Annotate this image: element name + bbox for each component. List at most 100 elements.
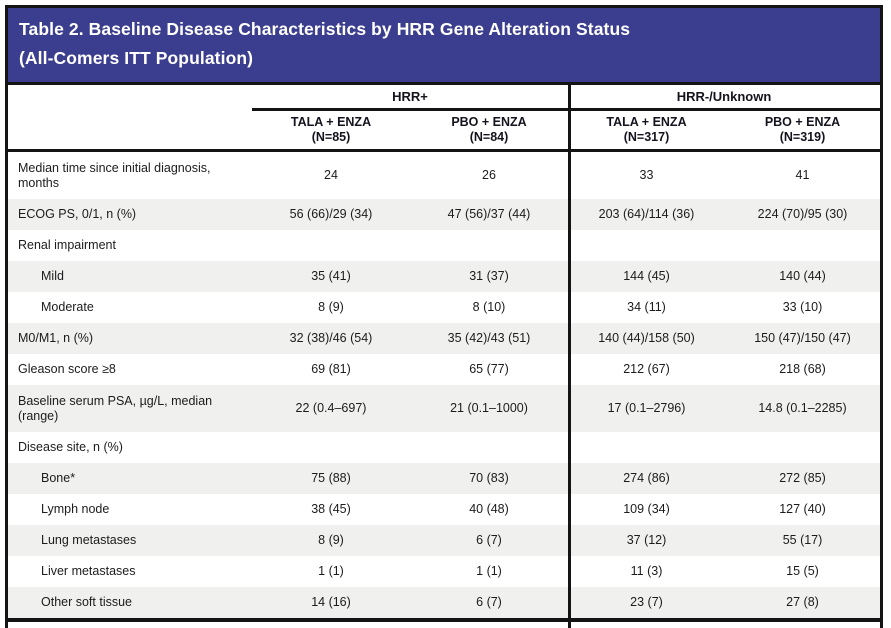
arm-n: (N=317) (623, 130, 670, 144)
row-label: Disease site, n (%) (18, 440, 123, 454)
table-row-ecog-ps: ECOG PS, 0/1, n (%) 56 (66)/29 (34) 47 (… (8, 199, 880, 230)
arm-n: (N=319) (779, 130, 826, 144)
table-row-baseline-psa: Baseline serum PSA, µg/L, median (range)… (8, 385, 880, 432)
row-value: 17 (0.1–2796) (607, 401, 686, 415)
column-header-row: TALA + ENZA (N=85) PBO + ENZA (N=84) TAL… (8, 111, 880, 152)
table-row-gleason-score: Gleason score ≥8 69 (81) 65 (77) 212 (67… (8, 354, 880, 385)
arm-label: PBO + ENZA (451, 115, 527, 129)
row-label: Other soft tissue (41, 595, 133, 609)
column-header-tala-enza-hrrneg: TALA + ENZA (N=317) (568, 111, 725, 149)
group-divider-line (568, 85, 571, 628)
row-value: 14 (16) (311, 595, 351, 609)
row-value: 32 (38)/46 (54) (289, 331, 373, 345)
row-value: 15 (5) (786, 564, 819, 578)
row-value: 38 (45) (311, 502, 351, 516)
table-row-other-soft-tissue: Other soft tissue 14 (16) 6 (7) 23 (7) 2… (8, 587, 880, 618)
row-value: 203 (64)/114 (36) (598, 207, 695, 221)
row-value: 6 (7) (476, 533, 502, 547)
arm-n: (N=85) (311, 130, 351, 144)
row-label: Baseline serum PSA, µg/L, median (range) (18, 393, 213, 423)
row-value: 75 (88) (311, 471, 351, 485)
row-value: 35 (42)/43 (51) (447, 331, 531, 345)
row-label: Lung metastases (41, 533, 137, 547)
row-value: 55 (17) (782, 533, 823, 547)
row-value: 69 (81) (311, 362, 351, 376)
table-row-renal-mild: Mild 35 (41) 31 (37) 144 (45) 140 (44) (8, 261, 880, 292)
row-value: 33 (639, 168, 654, 182)
row-value: 140 (44)/158 (50) (598, 331, 695, 345)
group-header-hrr-negative-unknown: HRR-/Unknown (568, 85, 880, 111)
group-header-spacer (8, 85, 252, 111)
baseline-characteristics-table: HRR+ HRR-/Unknown TALA + ENZA (N=85) PBO… (5, 85, 883, 628)
row-value: 144 (45) (623, 269, 670, 283)
group-header-hrr-positive: HRR+ (252, 85, 568, 111)
row-label: Bone* (41, 471, 76, 485)
row-label: Moderate (41, 300, 94, 314)
arm-n: (N=84) (469, 130, 509, 144)
row-label: Gleason score ≥8 (18, 362, 116, 376)
row-value: 22 (0.4–697) (295, 401, 367, 415)
table-row-disease-site: Disease site, n (%) (8, 432, 880, 463)
row-value: 6 (7) (476, 595, 502, 609)
row-value: 33 (10) (782, 300, 823, 314)
row-value: 150 (47)/150 (47) (754, 331, 851, 345)
column-header-spacer (8, 111, 252, 149)
table-row-liver-metastases: Liver metastases 1 (1) 1 (1) 11 (3) 15 (… (8, 556, 880, 587)
row-value: 41 (795, 168, 810, 182)
row-value: 40 (48) (469, 502, 509, 516)
row-value: 27 (8) (786, 595, 819, 609)
row-label: ECOG PS, 0/1, n (%) (18, 207, 137, 221)
row-value: 274 (86) (623, 471, 670, 485)
row-value: 24 (324, 168, 338, 182)
table-row-lung-metastases: Lung metastases 8 (9) 6 (7) 37 (12) 55 (… (8, 525, 880, 556)
row-value: 26 (482, 168, 496, 182)
group-header-row: HRR+ HRR-/Unknown (8, 85, 880, 111)
row-label: Lymph node (41, 502, 110, 516)
table-row-renal-impairment: Renal impairment (8, 230, 880, 261)
table-row-m0-m1: M0/M1, n (%) 32 (38)/46 (54) 35 (42)/43 … (8, 323, 880, 354)
row-value: 21 (0.1–1000) (450, 401, 528, 415)
table-title-banner: Table 2. Baseline Disease Characteristic… (5, 5, 883, 85)
row-value: 65 (77) (469, 362, 509, 376)
column-header-pbo-enza-hrrpos: PBO + ENZA (N=84) (410, 111, 568, 149)
row-value: 8 (9) (318, 300, 344, 314)
row-value: 47 (56)/37 (44) (447, 207, 531, 221)
row-value: 70 (83) (469, 471, 509, 485)
column-header-tala-enza-hrrpos: TALA + ENZA (N=85) (252, 111, 410, 149)
table-row-lymph-node: Lymph node 38 (45) 40 (48) 109 (34) 127 … (8, 494, 880, 525)
row-label: Liver metastases (41, 564, 136, 578)
row-value: 35 (41) (311, 269, 351, 283)
row-value: 272 (85) (779, 471, 826, 485)
row-label: Median time since initial diagnosis, mon… (18, 160, 211, 190)
column-header-pbo-enza-hrrneg: PBO + ENZA (N=319) (725, 111, 880, 149)
row-value: 8 (9) (318, 533, 344, 547)
table-row-median-time: Median time since initial diagnosis, mon… (8, 152, 880, 199)
row-value: 1 (1) (476, 564, 502, 578)
row-value: 31 (37) (469, 269, 509, 283)
row-label: Renal impairment (18, 238, 116, 252)
row-value: 224 (70)/95 (30) (757, 207, 848, 221)
arm-label: TALA + ENZA (606, 115, 687, 129)
row-value: 218 (68) (779, 362, 826, 376)
table-bottom-rule (8, 618, 880, 622)
row-value: 8 (10) (472, 300, 506, 314)
arm-label: PBO + ENZA (764, 115, 841, 129)
table-row-bone: Bone* 75 (88) 70 (83) 274 (86) 272 (85) (8, 463, 880, 494)
row-value: 37 (12) (626, 533, 667, 547)
row-value: 109 (34) (623, 502, 670, 516)
row-value: 14.8 (0.1–2285) (758, 401, 847, 415)
row-value: 11 (3) (630, 564, 663, 578)
row-value: 1 (1) (318, 564, 344, 578)
table-title-line1: Table 2. Baseline Disease Characteristic… (19, 19, 631, 39)
row-value: 23 (7) (630, 595, 663, 609)
row-label: M0/M1, n (%) (18, 331, 94, 345)
row-value: 56 (66)/29 (34) (289, 207, 373, 221)
row-value: 212 (67) (623, 362, 670, 376)
row-value: 127 (40) (779, 502, 826, 516)
table-row-renal-moderate: Moderate 8 (9) 8 (10) 34 (11) 33 (10) (8, 292, 880, 323)
table-title-line2: (All-Comers ITT Population) (19, 48, 254, 68)
row-label: Mild (41, 269, 64, 283)
row-value: 140 (44) (779, 269, 826, 283)
arm-label: TALA + ENZA (290, 115, 372, 129)
